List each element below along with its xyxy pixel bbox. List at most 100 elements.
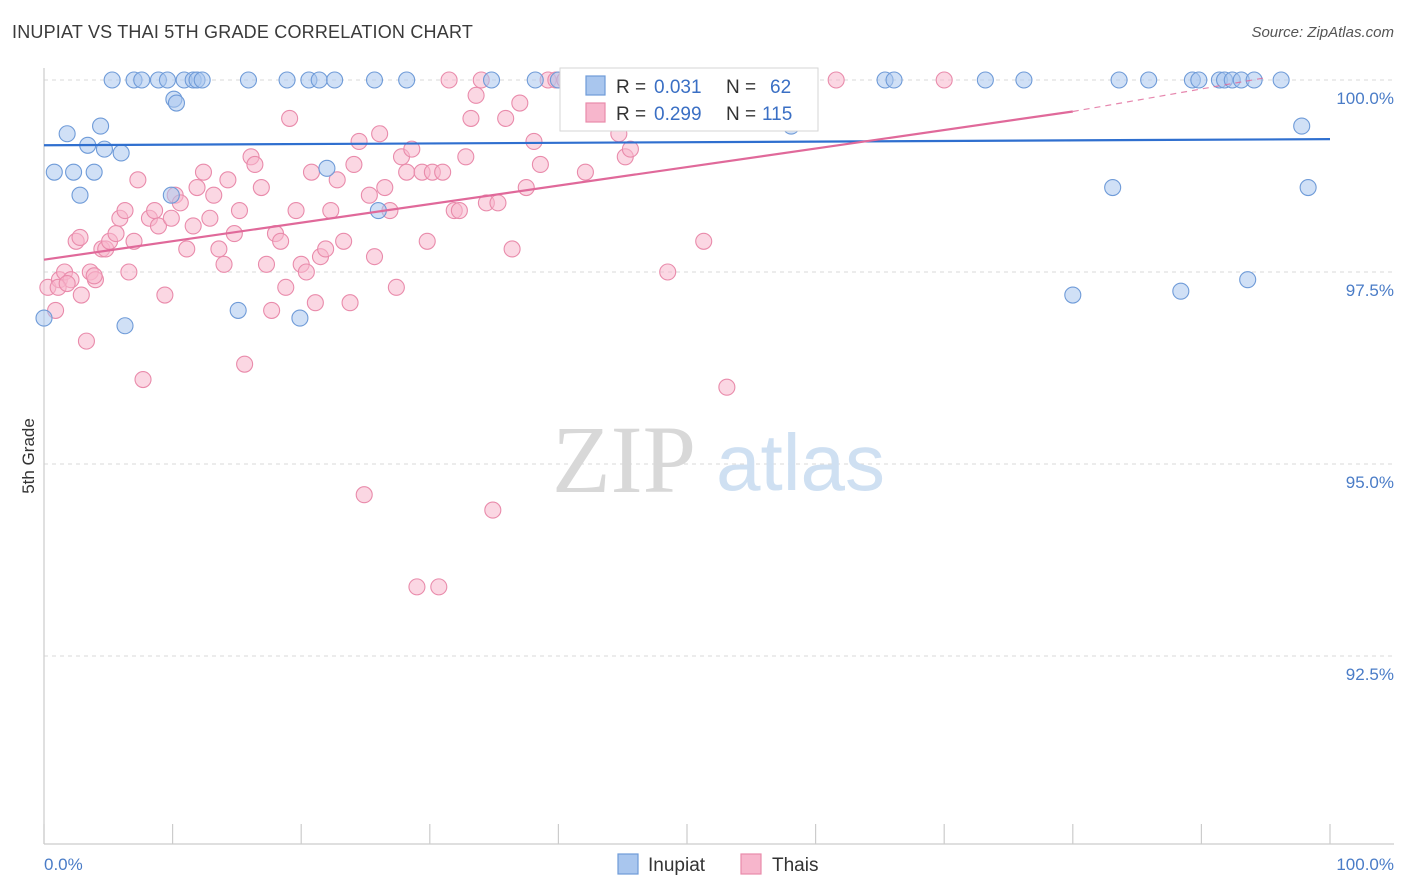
stats-legend: R = 0.031 N = 62 R = 0.299 N = 115 [559, 67, 819, 132]
inupiat-point [365, 71, 384, 89]
axes [43, 68, 1394, 845]
inupiat-point [398, 71, 416, 89]
x-tick-labels: 0.0% 100.0% [44, 855, 1394, 874]
inupiat-point [103, 71, 121, 89]
inupiat-point [318, 159, 336, 177]
thais-point [398, 163, 416, 181]
inupiat-point [45, 163, 63, 181]
thais-point [188, 178, 206, 197]
thais-point [116, 202, 134, 220]
inupiat-point [526, 71, 544, 89]
inupiat-point [65, 163, 83, 181]
thais-point [525, 132, 543, 150]
stats-legend-r-label-thais: R = [616, 104, 646, 125]
thais-point [156, 286, 174, 304]
thais-point [531, 155, 549, 174]
inupiat-point [1015, 71, 1033, 89]
thais-point [345, 155, 363, 174]
thais-point [263, 301, 281, 319]
thais-point [149, 217, 168, 235]
thais-trend-line [43, 110, 1073, 261]
inupiat-point [885, 71, 903, 89]
stats-legend-r-label-inupiat: R = [616, 77, 646, 98]
thais-point [450, 202, 468, 220]
thais-point [72, 286, 90, 304]
thais-point [365, 248, 384, 266]
inupiat-trend-line [43, 138, 1331, 147]
thais-point [484, 501, 502, 519]
inupiat-point [1064, 286, 1082, 304]
thais-point [58, 274, 76, 293]
thais-point [467, 86, 485, 104]
stats-legend-swatch-thais [585, 102, 606, 123]
thais-point [511, 94, 529, 112]
inupiat-point [1172, 282, 1190, 300]
thais-trend-extension [1072, 77, 1266, 113]
inupiat-points [35, 71, 1317, 335]
bottom-legend-swatch-thais [740, 853, 762, 875]
thais-point [350, 132, 368, 150]
thais-point [322, 202, 340, 220]
y-tick-label: 92.5% [1346, 665, 1394, 684]
thais-point [430, 578, 448, 596]
thais-point [281, 109, 299, 127]
thais-point [335, 232, 353, 250]
thais-point [387, 278, 405, 296]
thais-point [120, 263, 138, 281]
inupiat-point [976, 71, 994, 89]
thais-point [236, 355, 254, 373]
y-axis-label: 5th Grade [19, 418, 38, 494]
inupiat-point [162, 186, 180, 204]
thais-point [272, 232, 290, 250]
chart-title: INUPIAT VS THAI 5TH GRADE CORRELATION CH… [12, 22, 474, 42]
inupiat-point [229, 301, 247, 319]
thais-point [297, 263, 315, 281]
stats-legend-swatch-inupiat [585, 75, 606, 96]
thais-point [302, 163, 321, 181]
stats-legend-n-label-inupiat: N = [726, 77, 756, 98]
stats-legend-n-thais: 115 [762, 104, 792, 125]
inupiat-point [1110, 71, 1128, 89]
inupiat-point [291, 309, 309, 327]
inupiat-point [112, 144, 130, 162]
thais-point [205, 186, 223, 204]
thais-point [178, 240, 196, 258]
inupiat-point [116, 317, 134, 335]
thais-point [146, 202, 164, 220]
thais-points [39, 71, 953, 596]
inupiat-point [1293, 117, 1311, 135]
thais-point [418, 232, 436, 250]
inupiat-point [310, 71, 328, 89]
inupiat-point [1190, 71, 1208, 89]
thais-point [71, 228, 89, 246]
thais-point [201, 209, 219, 227]
inupiat-point [71, 186, 89, 204]
thais-point [503, 240, 521, 258]
y-tick-labels: 100.0% 97.5% 95.0% 92.5% [1336, 89, 1394, 684]
thais-point [134, 370, 152, 389]
thais-point [440, 71, 458, 89]
trend-lines [43, 77, 1331, 261]
thais-point [341, 294, 359, 312]
thais-point [184, 217, 202, 235]
inupiat-point [482, 71, 501, 89]
thais-point [219, 171, 237, 189]
thais-point [497, 109, 515, 127]
thais-point [457, 148, 475, 166]
inupiat-point [193, 71, 211, 89]
thais-point [194, 163, 213, 181]
inupiat-point [167, 94, 186, 112]
bottom-legend-label-inupiat: Inupiat [648, 855, 706, 876]
thais-point [252, 178, 270, 197]
thais-point [462, 109, 480, 127]
thais-point [317, 240, 335, 258]
thais-point [659, 263, 677, 281]
inupiat-point [1299, 178, 1317, 197]
thais-point [576, 163, 594, 181]
x-tick-label: 0.0% [44, 855, 83, 874]
thais-point [162, 209, 180, 227]
watermark-atlas: atlas [716, 418, 885, 507]
x-ticks [43, 824, 1331, 844]
y-tick-label: 95.0% [1346, 473, 1394, 492]
